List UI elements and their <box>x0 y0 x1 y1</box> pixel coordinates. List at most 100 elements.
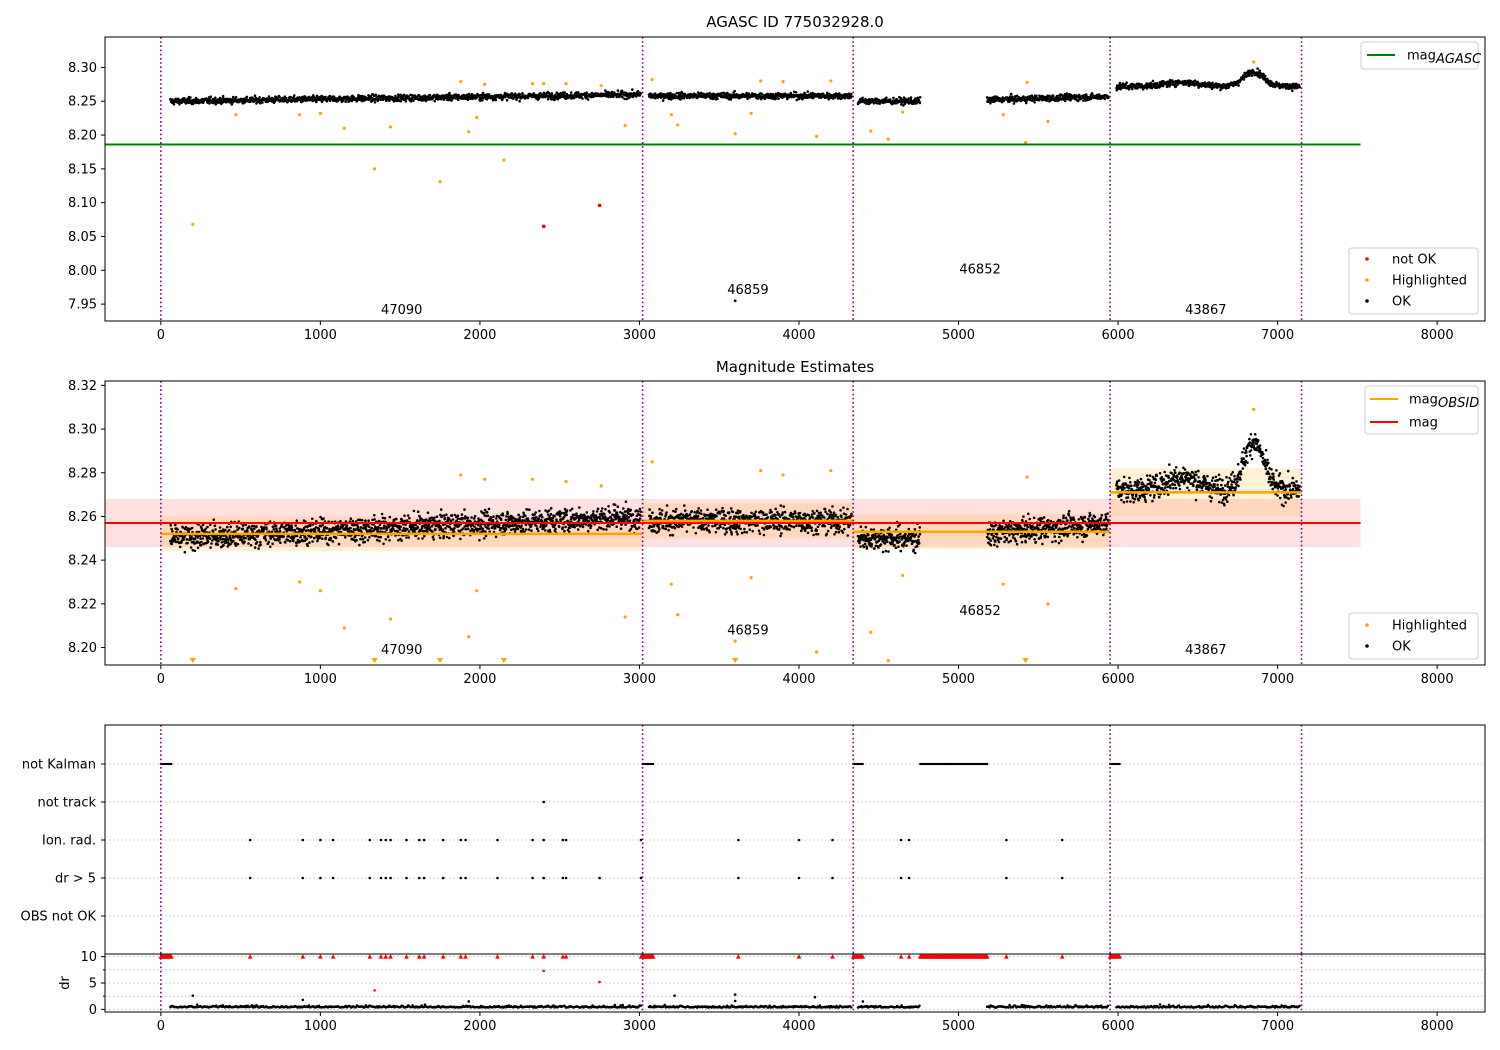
panel-magnitude-title: Magnitude Estimates <box>716 358 874 376</box>
ok-point <box>624 500 628 504</box>
ok-point <box>483 508 487 512</box>
ok-point <box>708 530 711 534</box>
highlighted-point <box>342 126 346 130</box>
ok-point <box>546 98 550 101</box>
highlighted-point <box>459 80 463 84</box>
ok-point <box>228 528 231 532</box>
ok-point <box>495 517 498 520</box>
ok-point <box>253 94 257 97</box>
legend-marker-swatch <box>1365 299 1369 303</box>
ok-point <box>478 538 481 542</box>
ok-point <box>209 546 212 549</box>
ok-point <box>438 536 442 540</box>
ok-point <box>528 508 531 512</box>
highlighted-point <box>1046 119 1050 124</box>
highlighted-point <box>599 84 603 88</box>
ok-point <box>439 508 443 511</box>
ok-point <box>352 523 355 527</box>
ok-point <box>249 544 253 547</box>
ok-point <box>487 527 490 530</box>
ok-point <box>756 97 760 100</box>
ok-point <box>293 528 297 532</box>
ok-point <box>272 528 276 531</box>
ok-point <box>466 527 470 531</box>
ok-point <box>388 515 392 519</box>
ok-point <box>515 98 518 101</box>
highlighted-point <box>733 132 737 136</box>
ok-point <box>629 527 633 531</box>
panel-agasc-points <box>169 60 1301 303</box>
ok-point <box>359 526 363 529</box>
ok-point <box>448 525 452 529</box>
ok-point <box>408 516 411 520</box>
p1-ytick-label: 8.30 <box>68 61 97 76</box>
ok-point <box>321 537 324 540</box>
highlighted-point <box>901 110 905 114</box>
ok-point <box>464 528 468 531</box>
ok-point <box>262 526 266 529</box>
p1-xtick-label: 6000 <box>1102 328 1135 343</box>
ok-point <box>637 526 641 529</box>
highlighted-point <box>438 180 442 184</box>
ok-point <box>526 518 530 522</box>
ok-point <box>181 526 185 529</box>
ok-point <box>527 528 531 531</box>
ok-point <box>290 526 294 529</box>
ok-point <box>706 508 709 512</box>
ok-point <box>773 97 777 101</box>
ok-point <box>430 516 434 519</box>
ok-point <box>334 536 338 540</box>
ok-point <box>658 528 661 531</box>
ok-point <box>483 537 486 540</box>
ok-point <box>199 544 203 547</box>
ok-point <box>349 517 353 520</box>
ok-point <box>1077 93 1081 97</box>
ok-point <box>586 529 590 533</box>
ok-point <box>403 514 406 517</box>
ok-point <box>267 540 271 544</box>
ok-point <box>494 535 498 539</box>
ok-point <box>435 515 439 518</box>
ok-point <box>379 535 383 539</box>
ok-point <box>487 93 491 96</box>
ok-point <box>558 515 562 518</box>
ok-point <box>516 527 520 531</box>
ok-point <box>612 95 615 99</box>
ok-point <box>366 538 370 542</box>
ok-point <box>324 536 328 539</box>
ok-point <box>694 531 698 535</box>
highlighted-point <box>475 115 479 120</box>
ok-point <box>639 510 643 513</box>
ok-point <box>251 530 255 533</box>
p1-ytick-label: 8.15 <box>68 162 97 177</box>
ok-point <box>313 536 316 540</box>
legend-subscript: AGASC <box>1435 52 1482 67</box>
ok-point <box>671 533 675 537</box>
ok-point <box>1149 81 1153 85</box>
ok-point <box>424 518 428 521</box>
ok-point <box>576 514 579 518</box>
ok-point <box>918 96 922 99</box>
ok-point <box>243 100 247 103</box>
ok-point <box>726 91 729 95</box>
ok-point <box>382 542 385 546</box>
ok-point <box>693 510 696 514</box>
p1-xtick-label: 8000 <box>1421 328 1454 343</box>
ok-point <box>380 512 384 516</box>
ok-point <box>667 528 670 532</box>
ok-point <box>599 526 603 530</box>
ok-point <box>551 519 554 523</box>
ok-point <box>324 95 327 99</box>
ok-point <box>537 529 540 533</box>
ok-point <box>608 525 611 528</box>
ok-point <box>368 536 371 539</box>
ok-point <box>252 524 256 528</box>
ok-point <box>363 540 367 544</box>
ok-point <box>861 96 864 100</box>
legend-label: not OK <box>1392 253 1437 268</box>
highlighted-point <box>869 129 873 133</box>
ok-point <box>367 519 370 522</box>
highlighted-point <box>502 158 506 162</box>
ok-point <box>442 514 446 517</box>
ok-point <box>1035 94 1038 98</box>
